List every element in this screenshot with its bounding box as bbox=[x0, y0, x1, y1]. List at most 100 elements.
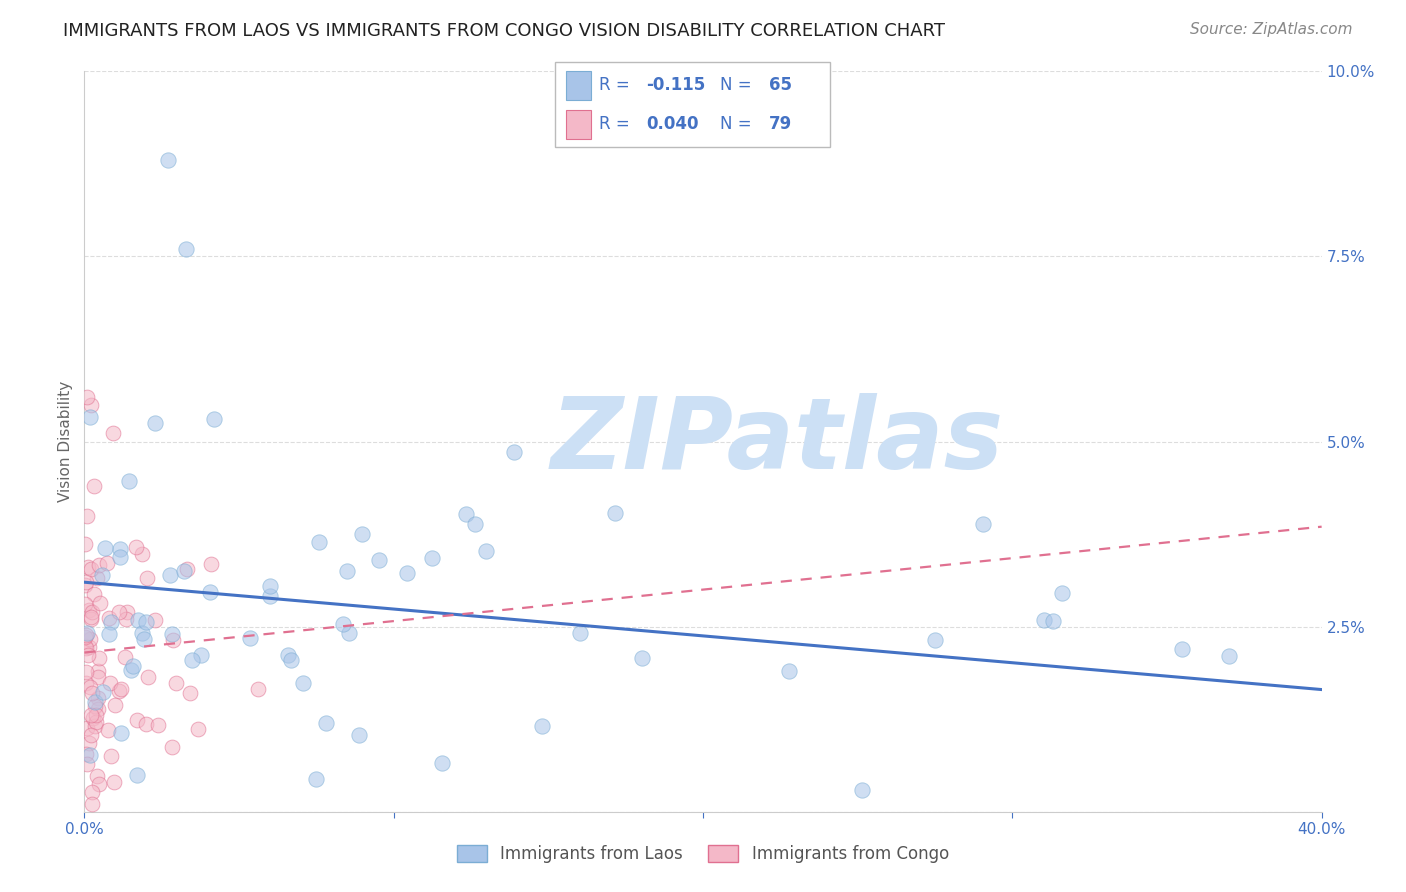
Point bbox=[77, 640, 100, 655]
Point bbox=[176, 242, 198, 256]
Point bbox=[84, 719, 107, 733]
Point bbox=[86, 665, 108, 679]
Point bbox=[97, 723, 120, 738]
Point bbox=[420, 551, 443, 566]
Point bbox=[108, 605, 131, 619]
Point bbox=[464, 516, 486, 531]
Text: 0.040: 0.040 bbox=[645, 115, 699, 133]
Point bbox=[605, 506, 627, 520]
Point bbox=[76, 721, 98, 735]
Point bbox=[305, 772, 328, 786]
Text: IMMIGRANTS FROM LAOS VS IMMIGRANTS FROM CONGO VISION DISABILITY CORRELATION CHAR: IMMIGRANTS FROM LAOS VS IMMIGRANTS FROM … bbox=[63, 22, 945, 40]
Point bbox=[530, 719, 553, 733]
Point bbox=[122, 658, 145, 673]
Point bbox=[79, 680, 101, 694]
Point bbox=[80, 605, 103, 619]
Text: Source: ZipAtlas.com: Source: ZipAtlas.com bbox=[1189, 22, 1353, 37]
Point bbox=[156, 153, 179, 168]
Point bbox=[124, 540, 146, 554]
Point bbox=[1033, 613, 1056, 627]
Point bbox=[247, 681, 270, 696]
Point bbox=[145, 613, 167, 627]
Point bbox=[972, 517, 994, 532]
Point bbox=[84, 699, 107, 714]
Point bbox=[87, 702, 110, 716]
Point bbox=[80, 784, 103, 798]
Point bbox=[259, 579, 281, 593]
Point bbox=[87, 690, 110, 705]
Point bbox=[110, 681, 132, 696]
Point bbox=[80, 609, 103, 624]
Point bbox=[89, 595, 111, 609]
Point bbox=[180, 653, 202, 667]
Point bbox=[77, 603, 100, 617]
Point bbox=[77, 560, 100, 574]
Point bbox=[86, 769, 108, 783]
Point bbox=[73, 639, 96, 653]
Point bbox=[91, 568, 114, 582]
Point bbox=[75, 575, 97, 590]
Point bbox=[277, 648, 299, 662]
Point bbox=[396, 566, 419, 580]
Legend: Immigrants from Laos, Immigrants from Congo: Immigrants from Laos, Immigrants from Co… bbox=[450, 838, 956, 870]
Point bbox=[131, 547, 153, 561]
Point bbox=[176, 562, 198, 576]
Point bbox=[336, 564, 359, 578]
Point bbox=[79, 748, 101, 763]
Point bbox=[76, 508, 98, 523]
Point bbox=[1042, 614, 1064, 628]
Point bbox=[146, 718, 169, 732]
Point bbox=[134, 632, 156, 646]
Point bbox=[569, 626, 592, 640]
Point bbox=[1171, 641, 1194, 656]
Point bbox=[131, 625, 153, 640]
Point bbox=[165, 676, 187, 690]
Point bbox=[120, 663, 142, 677]
Point bbox=[114, 650, 136, 665]
Point bbox=[117, 605, 139, 619]
Point bbox=[73, 630, 96, 644]
Point bbox=[79, 736, 101, 750]
Point bbox=[82, 797, 104, 812]
Point bbox=[79, 410, 101, 425]
Point bbox=[82, 711, 104, 725]
Point bbox=[118, 474, 141, 488]
Point bbox=[100, 615, 122, 629]
Text: ZIPatlas: ZIPatlas bbox=[551, 393, 1004, 490]
Point bbox=[456, 508, 478, 522]
Point bbox=[1218, 648, 1240, 663]
Point bbox=[75, 640, 97, 655]
Y-axis label: Vision Disability: Vision Disability bbox=[58, 381, 73, 502]
Point bbox=[349, 728, 371, 742]
Point bbox=[110, 726, 132, 740]
Point bbox=[83, 587, 105, 601]
Point bbox=[114, 612, 136, 626]
Point bbox=[96, 556, 118, 570]
Point bbox=[108, 542, 131, 557]
Bar bbox=[567, 110, 591, 139]
Point bbox=[280, 653, 302, 667]
Point bbox=[631, 651, 654, 665]
Point bbox=[337, 626, 360, 640]
Point bbox=[97, 627, 120, 641]
Point bbox=[84, 708, 107, 723]
Point bbox=[136, 670, 159, 684]
Point bbox=[125, 713, 148, 727]
Point bbox=[368, 553, 391, 567]
Point bbox=[200, 585, 222, 599]
Point bbox=[75, 676, 97, 690]
Point bbox=[202, 412, 225, 426]
Point bbox=[475, 543, 498, 558]
Point bbox=[104, 698, 127, 713]
Point bbox=[80, 708, 103, 723]
Point bbox=[350, 526, 373, 541]
Point bbox=[503, 445, 526, 459]
Point bbox=[98, 676, 121, 690]
Point bbox=[97, 611, 120, 625]
Point bbox=[76, 390, 98, 404]
Point bbox=[75, 578, 97, 592]
Point bbox=[80, 728, 103, 742]
Point bbox=[239, 631, 262, 645]
Point bbox=[308, 534, 330, 549]
Point bbox=[80, 612, 103, 626]
